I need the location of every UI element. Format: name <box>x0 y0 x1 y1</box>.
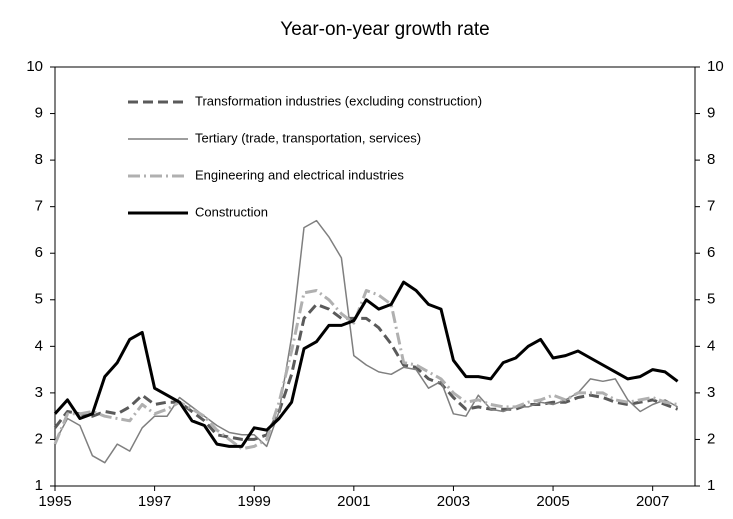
y-tick-label: 5 <box>35 291 43 308</box>
y-tick-label: 8 <box>35 151 43 168</box>
legend-label: Tertiary (trade, transportation, service… <box>195 130 421 145</box>
y-tick-label: 10 <box>26 58 43 75</box>
series-line <box>54 219 678 464</box>
legend-label: Construction <box>195 204 268 219</box>
series-line <box>53 289 678 451</box>
y2-tick-label: 10 <box>707 58 724 75</box>
y2-tick-label: 7 <box>707 198 715 215</box>
y2-tick-label: 8 <box>707 151 715 168</box>
y-tick-label: 4 <box>35 337 43 354</box>
y2-tick-label: 1 <box>707 477 715 494</box>
y-tick-label: 6 <box>35 244 43 261</box>
y2-tick-label: 9 <box>707 105 715 122</box>
y-tick-label: 1 <box>35 477 43 494</box>
legend-label: Transformation industries (excluding con… <box>195 93 482 108</box>
y-tick-label: 7 <box>35 198 43 215</box>
x-tick-label: 1995 <box>38 493 71 510</box>
series-line <box>53 302 679 441</box>
y2-tick-label: 2 <box>707 430 715 447</box>
x-tick-label: 2005 <box>536 493 569 510</box>
series-line <box>53 280 679 448</box>
x-tick-label: 1999 <box>238 493 271 510</box>
y-tick-label: 2 <box>35 430 43 447</box>
y2-tick-label: 6 <box>707 244 715 261</box>
plot-frame <box>54 66 696 487</box>
legend-label: Engineering and electrical industries <box>195 167 404 182</box>
y-tick-label: 3 <box>35 384 43 401</box>
x-tick-label: 2001 <box>337 493 370 510</box>
y2-tick-label: 4 <box>707 337 715 354</box>
y-tick-label: 9 <box>35 105 43 122</box>
y2-tick-label: 3 <box>707 384 715 401</box>
x-tick-label: 2003 <box>437 493 470 510</box>
x-tick-label: 2007 <box>636 493 669 510</box>
y2-tick-label: 5 <box>707 291 715 308</box>
chart-title: Year-on-year growth rate <box>280 19 489 40</box>
x-tick-label: 1997 <box>138 493 171 510</box>
